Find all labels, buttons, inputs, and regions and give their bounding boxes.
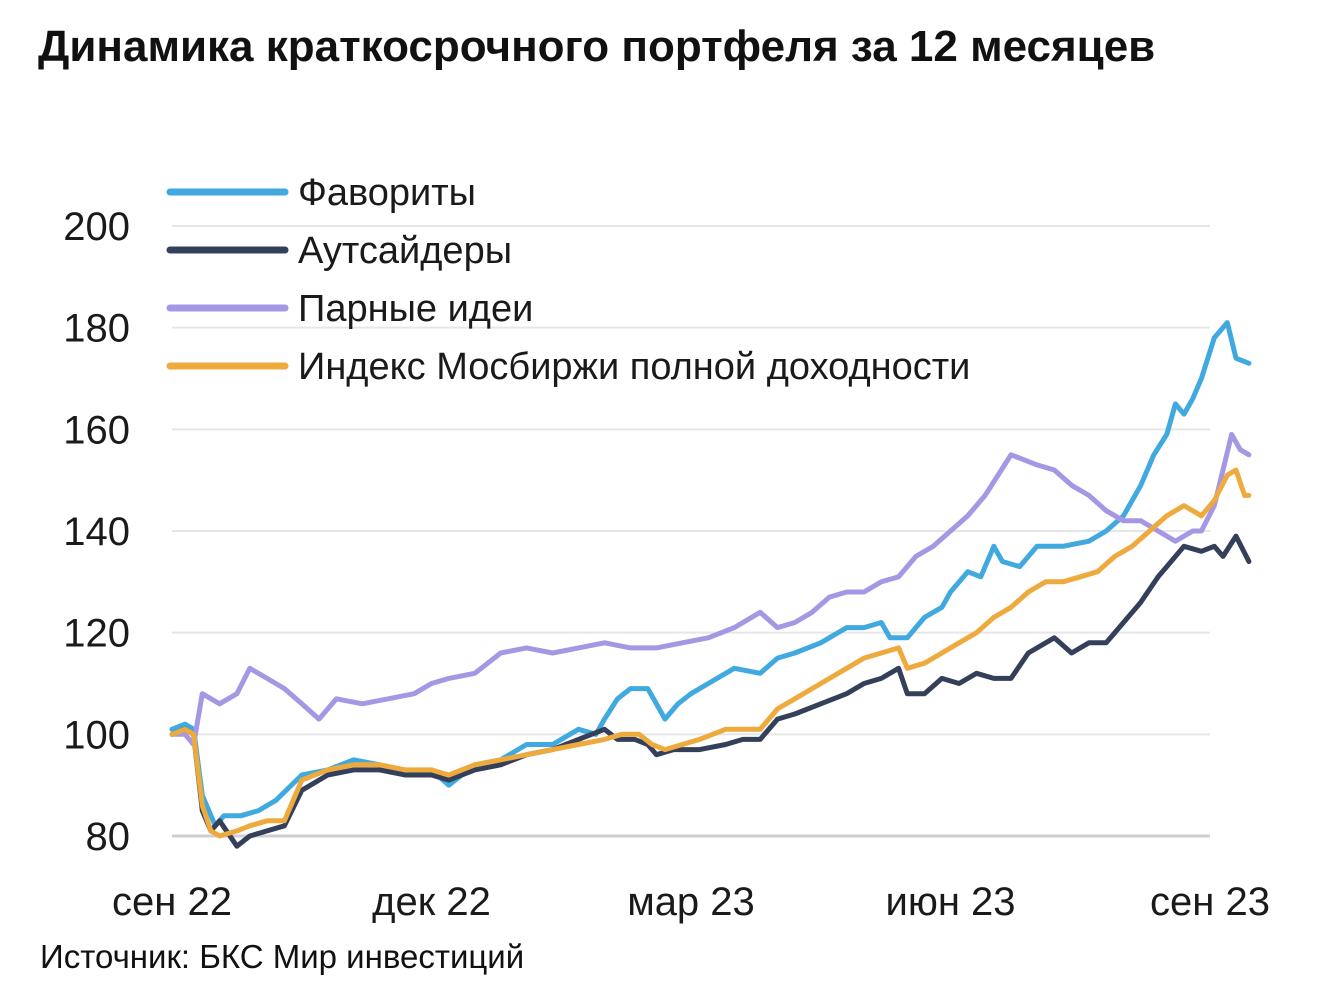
y-axis-ticks: 80 100 120 140 160 180 200 xyxy=(63,205,130,859)
legend-label-1: Аутсайдеры xyxy=(298,230,512,272)
x-axis-ticks: сен 22 дек 22 мар 23 июн 23 сен 23 xyxy=(112,880,1270,924)
series-line-3 xyxy=(169,467,1252,839)
series-lines xyxy=(169,320,1252,849)
series-line-1 xyxy=(169,533,1252,849)
series-line-2 xyxy=(169,431,1252,747)
x-tick-label: сен 22 xyxy=(112,880,232,924)
y-tick-label: 200 xyxy=(63,205,130,249)
legend: Фавориты Аутсайдеры Парные идеи Индекс Мосб… xyxy=(166,172,970,388)
legend-label-3: Индекс Мосбиржи полной доходности xyxy=(298,346,970,388)
legend-label-0: Фавориты xyxy=(298,172,476,214)
x-tick-label: мар 23 xyxy=(627,880,755,924)
source-note: Источник: БКС Мир инвестиций xyxy=(40,938,525,975)
x-tick-label: сен 23 xyxy=(1150,880,1270,924)
y-tick-label: 180 xyxy=(63,307,130,351)
y-tick-label: 160 xyxy=(63,408,130,452)
series-line-0 xyxy=(169,320,1252,829)
y-tick-label: 80 xyxy=(86,815,131,859)
chart-title: Динамика краткосрочного портфеля за 12 м… xyxy=(38,22,1156,71)
x-tick-label: дек 22 xyxy=(372,880,491,924)
x-tick-label: июн 23 xyxy=(885,880,1015,924)
line-chart: 80 100 120 140 160 180 200 сен 22 дек 22 мар 23 и… xyxy=(63,172,1270,924)
y-tick-label: 120 xyxy=(63,612,130,656)
grid-lines xyxy=(172,225,1210,838)
legend-label-2: Парные идеи xyxy=(298,288,533,330)
y-tick-label: 100 xyxy=(63,713,130,757)
y-tick-label: 140 xyxy=(63,510,130,554)
